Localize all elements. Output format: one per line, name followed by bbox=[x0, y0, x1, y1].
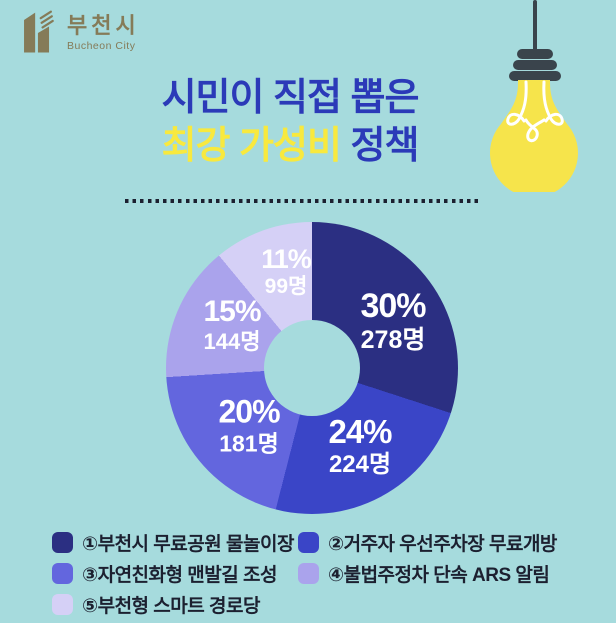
slice-percent: 30% bbox=[360, 287, 426, 326]
slice-count: 224명 bbox=[328, 450, 392, 478]
legend-label: ②거주자 우선주차장 무료개방 bbox=[328, 534, 557, 555]
logo-text: 부천시 Bucheon City bbox=[67, 12, 140, 52]
legend-label: ③자연친화형 맨발길 조성 bbox=[82, 565, 277, 586]
logo-subtitle: Bucheon City bbox=[67, 39, 136, 52]
legend-label: ⑤부천형 스마트 경로당 bbox=[82, 596, 260, 617]
legend-item-2: ②거주자 우선주차장 무료개방 bbox=[298, 529, 557, 556]
legend-swatch bbox=[298, 563, 319, 584]
legend-swatch bbox=[52, 563, 73, 584]
legend-label: ①부천시 무료공원 물놀이장 bbox=[82, 534, 294, 555]
legend-item-5: ⑤부천형 스마트 경로당 bbox=[52, 591, 260, 618]
slice-percent: 24% bbox=[328, 413, 392, 451]
legend-item-3: ③자연친화형 맨발길 조성 bbox=[52, 560, 277, 587]
title-line-1: 시민이 직접 뽑은 bbox=[161, 77, 420, 119]
lightbulb-icon bbox=[480, 0, 590, 198]
legend-item-1: ①부천시 무료공원 물놀이장 bbox=[52, 529, 294, 556]
dotted-divider bbox=[125, 199, 481, 203]
legend-item-4: ④불법주정차 단속 ARS 알림 bbox=[298, 560, 550, 587]
slice-label-1: 30% 278명 bbox=[360, 287, 426, 354]
donut-chart: 30% 278명 24% 224명 20% 181명 15% 144명 11% … bbox=[166, 222, 458, 514]
title-line-2: 최강 가성비 정책 bbox=[0, 122, 580, 170]
title-rest: 정책 bbox=[340, 125, 419, 167]
slice-label-2: 24% 224명 bbox=[328, 413, 392, 478]
slice-percent: 11% bbox=[261, 244, 312, 275]
slice-count: 99명 bbox=[264, 275, 308, 299]
logo-title: 부천시 bbox=[67, 12, 140, 38]
page-title: 시민이 직접 뽑은 최강 가성비 정책 bbox=[0, 74, 580, 170]
legend-label: ④불법주정차 단속 ARS 알림 bbox=[328, 565, 550, 586]
bucheon-city-logo: 부천시 Bucheon City bbox=[16, 8, 140, 58]
legend-swatch bbox=[298, 532, 319, 553]
slice-count: 144명 bbox=[203, 329, 261, 355]
slice-count: 181명 bbox=[219, 429, 279, 456]
slice-label-5: 11% 99명 bbox=[261, 244, 312, 299]
title-highlight: 최강 가성비 bbox=[161, 125, 342, 167]
legend-swatch bbox=[52, 594, 73, 615]
slice-percent: 20% bbox=[218, 393, 280, 430]
slice-percent: 15% bbox=[203, 294, 261, 328]
slice-label-3: 20% 181명 bbox=[218, 393, 280, 456]
slice-label-4: 15% 144명 bbox=[203, 294, 261, 355]
slice-count: 278명 bbox=[360, 325, 426, 354]
legend-swatch bbox=[52, 532, 73, 553]
bucheon-emblem-icon bbox=[16, 8, 58, 58]
